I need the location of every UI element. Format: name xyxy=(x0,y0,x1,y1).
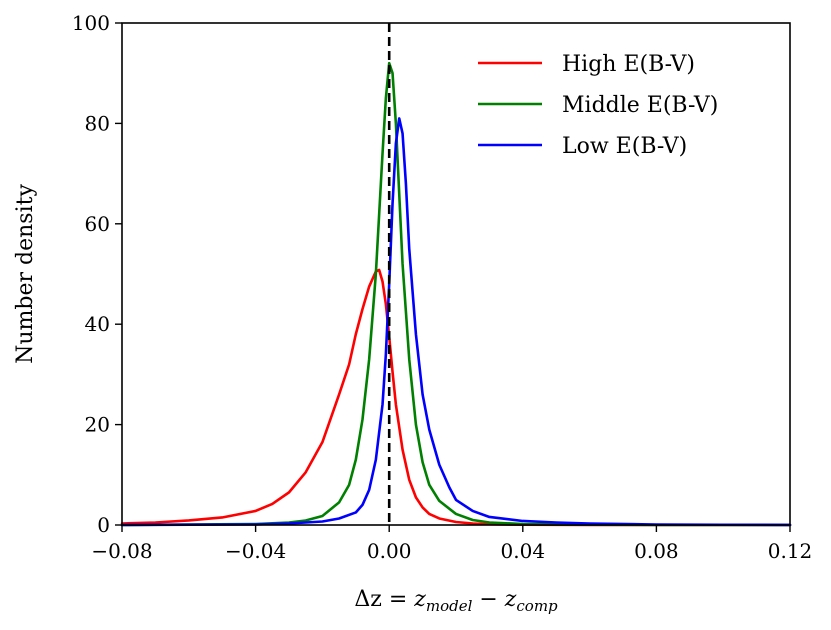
x-tick-label: 0.12 xyxy=(768,539,813,563)
plot-frame xyxy=(121,22,791,526)
x-axis-label: Δz = zmodel − zcomp xyxy=(354,587,558,615)
series-layer xyxy=(120,61,792,527)
legend-label-high: High E(B-V) xyxy=(562,52,695,77)
x-tick-label: 0.04 xyxy=(501,539,546,563)
y-tick-label: 0 xyxy=(97,513,110,537)
series-line-middle-ebv xyxy=(120,61,792,527)
y-ticks: 0 20 40 60 80 100 xyxy=(72,11,122,537)
y-tick-label: 20 xyxy=(85,413,110,437)
y-axis-label: Number density xyxy=(13,184,38,364)
legend-label-middle: Middle E(B-V) xyxy=(562,93,718,118)
x-tick-label: 0.08 xyxy=(634,539,679,563)
series-line-low-ebv xyxy=(120,117,792,527)
y-tick-label: 80 xyxy=(85,111,110,135)
legend: High E(B-V) Middle E(B-V) Low E(B-V) xyxy=(478,52,718,159)
y-tick-label: 100 xyxy=(72,11,110,35)
x-tick-label: −0.08 xyxy=(91,539,152,563)
x-tick-label: −0.04 xyxy=(225,539,286,563)
y-tick-label: 40 xyxy=(85,312,110,336)
series-line-high-ebv xyxy=(120,268,792,527)
x-tick-label: 0.00 xyxy=(367,539,412,563)
y-tick-label: 60 xyxy=(85,212,110,236)
legend-label-low: Low E(B-V) xyxy=(562,134,687,159)
x-ticks: −0.08 −0.04 0.00 0.04 0.08 0.12 xyxy=(91,525,812,563)
